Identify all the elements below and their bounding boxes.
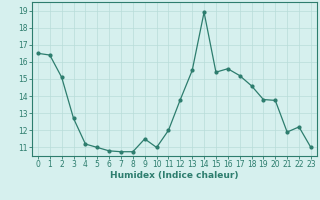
X-axis label: Humidex (Indice chaleur): Humidex (Indice chaleur) <box>110 171 239 180</box>
